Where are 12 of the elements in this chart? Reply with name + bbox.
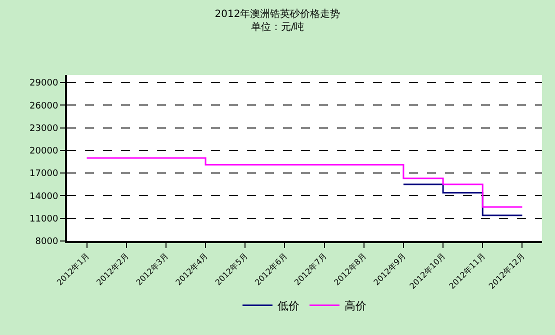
y-tick-label: 23000 [30, 124, 58, 134]
y-tick-label: 14000 [30, 192, 58, 202]
chart-subtitle: 单位：元/吨 [250, 20, 304, 33]
y-tick-label: 29000 [30, 78, 58, 89]
y-tick-label: 11000 [30, 214, 58, 225]
y-tick-label: 17000 [30, 169, 58, 180]
legend-label: 低价 [278, 300, 300, 313]
y-tick-label: 20000 [30, 146, 58, 157]
y-tick-label: 8000 [35, 237, 58, 248]
legend-label: 高价 [344, 300, 366, 313]
chart-title: 2012年澳洲锆英砂价格走势 [214, 8, 340, 20]
y-tick-label: 26000 [30, 101, 58, 112]
